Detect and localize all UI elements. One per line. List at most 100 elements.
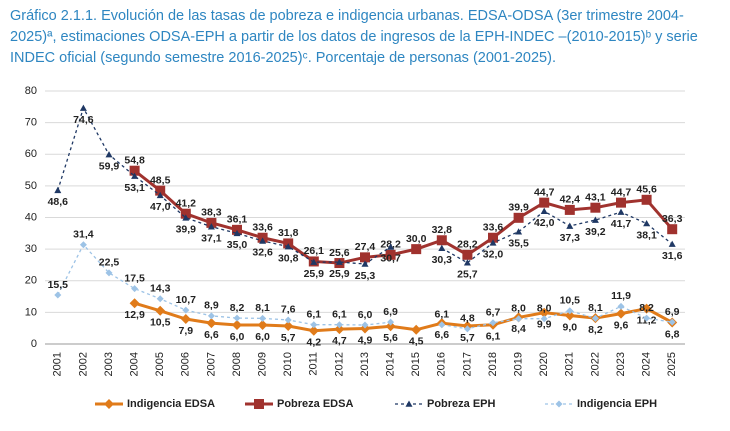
data-label: 9,9 [537,318,552,330]
series-line [133,169,674,265]
marker [180,208,191,219]
data-label: 48,5 [150,174,171,186]
x-tick-label: 2002 [77,352,89,376]
marker [182,214,190,221]
marker [405,400,413,407]
data-label: 6,8 [665,328,680,340]
marker [540,207,548,214]
data-label: 31,6 [662,250,683,262]
legend-label: Pobreza EDSA [277,398,353,410]
data-label: 6,1 [486,330,501,342]
data-label: 31,8 [278,227,299,239]
series-line [441,305,673,330]
marker [566,307,574,315]
chart-title: Gráfico 2.1.1. Evolución de las tasas de… [10,8,698,66]
data-label: 6,1 [434,308,449,320]
x-tick-label: 2007 [205,352,217,376]
marker [462,249,473,260]
marker [283,320,294,331]
x-tick-label: 2011 [308,352,320,376]
data-label: 7,6 [281,304,296,316]
data-label: 17,5 [124,272,145,284]
marker [564,310,575,321]
marker [105,269,113,277]
marker [259,314,267,322]
marker [54,186,62,194]
marker [206,217,217,228]
data-label: 8,1 [255,302,270,314]
x-tick-label: 2012 [333,352,345,376]
data-label: 6,9 [383,306,398,318]
x-tick-label: 2024 [641,352,653,376]
data-label: 4,9 [358,334,373,346]
data-label: 11,9 [611,290,631,302]
marker [207,223,215,230]
data-label: 32,8 [432,224,453,236]
data-label: 31,4 [73,228,94,240]
data-label: 9,0 [562,321,577,333]
marker [566,222,574,229]
data-label: 30,8 [278,252,299,264]
marker [129,165,140,176]
marker [335,258,343,265]
marker [310,321,318,329]
data-label: 10,7 [176,294,197,306]
data-label: 6,0 [358,309,373,321]
x-tick-label: 2019 [513,352,525,376]
marker [385,321,396,332]
data-label: 4,8 [460,313,475,325]
marker [539,197,550,208]
data-label: 37,3 [560,232,581,244]
marker [233,229,241,237]
data-label: 59,9 [99,160,120,172]
marker [79,241,87,249]
x-tick-label: 2005 [154,352,166,376]
legend-label: Pobreza EPH [427,398,496,410]
data-label: 30,0 [406,233,427,245]
marker [463,325,471,333]
x-tick-label: 2015 [410,352,422,376]
marker [387,318,395,326]
x-tick-label: 2018 [487,352,499,376]
y-tick-label: 0 [31,338,37,350]
data-label: 54,8 [124,154,145,166]
marker [387,243,395,250]
x-tick-label: 2008 [231,352,243,376]
marker [182,306,190,314]
data-label: 27,4 [355,241,376,253]
data-label: 39,2 [585,226,606,238]
marker [643,220,651,227]
data-label: 39,9 [508,202,529,214]
data-label: 8,2 [230,302,245,314]
data-label: 33,6 [252,222,273,234]
marker [411,324,422,335]
marker [411,244,422,255]
data-label: 25,6 [329,247,350,259]
data-label: 44,7 [534,186,555,198]
y-tick-label: 30 [25,243,37,255]
data-label: 36,1 [227,214,248,226]
marker [617,208,625,215]
data-label: 6,0 [255,331,270,343]
data-label: 5,7 [281,332,296,344]
x-tick-label: 2020 [538,352,550,376]
marker [540,315,548,323]
marker [564,204,575,215]
y-tick-label: 70 [25,117,37,129]
y-tick-label: 10 [25,306,37,318]
data-label: 8,9 [204,300,219,312]
marker [131,172,139,179]
marker [643,314,651,322]
data-label: 53,1 [124,182,145,194]
marker [361,321,369,329]
data-label: 8,0 [537,302,552,314]
marker [206,318,217,329]
marker [591,314,599,322]
data-label: 41,2 [176,197,197,209]
marker [105,151,113,158]
data-label: 8,2 [588,324,603,336]
data-label: 25,9 [304,268,325,280]
x-tick-label: 2025 [666,352,678,376]
data-label: 25,3 [355,270,376,282]
